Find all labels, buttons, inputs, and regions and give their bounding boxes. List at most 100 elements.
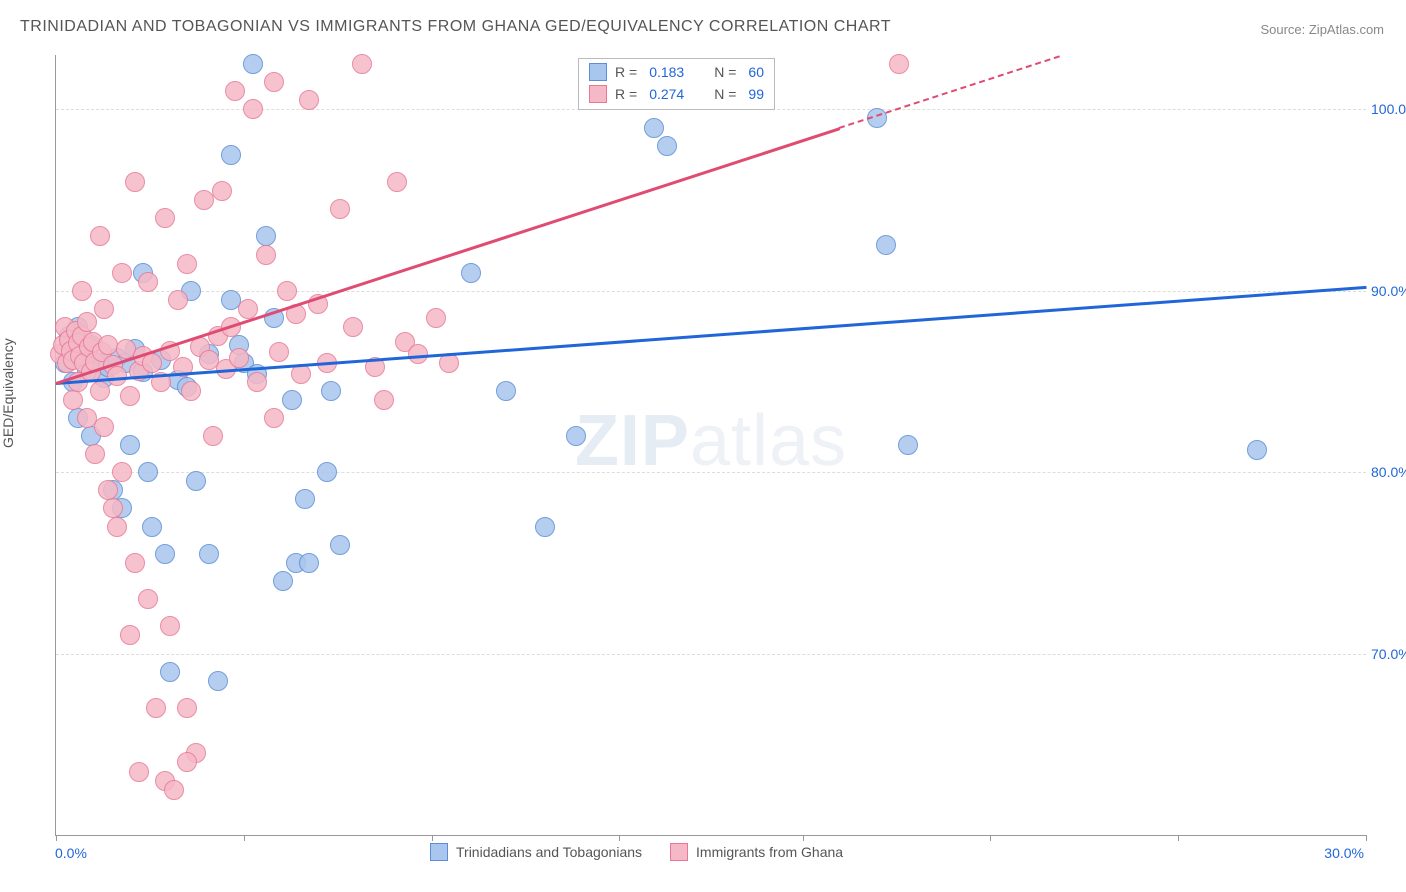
data-point xyxy=(208,671,228,691)
x-tick-mark xyxy=(1366,835,1367,841)
data-point xyxy=(138,589,158,609)
data-point xyxy=(321,381,341,401)
x-tick-mark xyxy=(56,835,57,841)
gridline xyxy=(56,472,1366,473)
data-point xyxy=(98,480,118,500)
x-tick-mark xyxy=(990,835,991,841)
data-point xyxy=(295,489,315,509)
data-point xyxy=(77,312,97,332)
data-point xyxy=(256,226,276,246)
legend-series-label: Immigrants from Ghana xyxy=(696,844,843,860)
data-point xyxy=(229,348,249,368)
n-value: 99 xyxy=(748,83,764,105)
data-point xyxy=(889,54,909,74)
data-point xyxy=(160,616,180,636)
data-point xyxy=(343,317,363,337)
data-point xyxy=(94,417,114,437)
data-point xyxy=(282,390,302,410)
x-tick-mark xyxy=(619,835,620,841)
data-point xyxy=(387,172,407,192)
data-point xyxy=(164,780,184,800)
data-point xyxy=(644,118,664,138)
legend-row: R =0.274N =99 xyxy=(589,83,764,105)
data-point xyxy=(269,342,289,362)
data-point xyxy=(277,281,297,301)
trend-line xyxy=(839,55,1061,129)
data-point xyxy=(876,235,896,255)
legend-row: R =0.183N =60 xyxy=(589,61,764,83)
legend-swatch xyxy=(589,85,607,103)
data-point xyxy=(177,698,197,718)
data-point xyxy=(107,517,127,537)
data-point xyxy=(129,762,149,782)
data-point xyxy=(264,72,284,92)
data-point xyxy=(94,299,114,319)
x-tick-mark xyxy=(803,835,804,841)
r-label: R = xyxy=(615,83,637,105)
x-tick-mark xyxy=(1178,835,1179,841)
data-point xyxy=(199,544,219,564)
data-point xyxy=(177,254,197,274)
legend-series-item: Trinidadians and Tobagonians xyxy=(430,843,642,861)
data-point xyxy=(247,372,267,392)
plot-area: ZIPatlas 70.0%80.0%90.0%100.0% xyxy=(55,55,1366,836)
data-point xyxy=(1247,440,1267,460)
legend-swatch xyxy=(670,843,688,861)
correlation-chart: TRINIDADIAN AND TOBAGONIAN VS IMMIGRANTS… xyxy=(0,0,1406,892)
data-point xyxy=(85,444,105,464)
data-point xyxy=(898,435,918,455)
data-point xyxy=(138,462,158,482)
watermark: ZIPatlas xyxy=(575,400,847,482)
source-label: Source: ZipAtlas.com xyxy=(1260,22,1384,37)
data-point xyxy=(535,517,555,537)
y-tick-label: 70.0% xyxy=(1371,646,1406,662)
data-point xyxy=(138,272,158,292)
data-point xyxy=(461,263,481,283)
chart-title: TRINIDADIAN AND TOBAGONIAN VS IMMIGRANTS… xyxy=(20,18,891,36)
legend-correlation: R =0.183N =60R =0.274N =99 xyxy=(578,58,775,110)
data-point xyxy=(125,553,145,573)
y-tick-label: 100.0% xyxy=(1371,101,1406,117)
data-point xyxy=(374,390,394,410)
legend-series-label: Trinidadians and Tobagonians xyxy=(456,844,642,860)
legend-swatch xyxy=(430,843,448,861)
data-point xyxy=(264,408,284,428)
r-label: R = xyxy=(615,61,637,83)
n-label: N = xyxy=(714,61,736,83)
data-point xyxy=(112,462,132,482)
data-point xyxy=(299,553,319,573)
x-axis-min-label: 0.0% xyxy=(55,845,87,861)
data-point xyxy=(146,698,166,718)
data-point xyxy=(352,54,372,74)
legend-series: Trinidadians and Tobagonians Immigrants f… xyxy=(430,843,843,861)
data-point xyxy=(90,381,110,401)
data-point xyxy=(203,426,223,446)
data-point xyxy=(317,462,337,482)
data-point xyxy=(181,381,201,401)
data-point xyxy=(243,99,263,119)
data-point xyxy=(566,426,586,446)
data-point xyxy=(90,226,110,246)
data-point xyxy=(225,81,245,101)
trend-line xyxy=(56,127,840,384)
data-point xyxy=(160,662,180,682)
y-tick-label: 90.0% xyxy=(1371,283,1406,299)
data-point xyxy=(212,181,232,201)
data-point xyxy=(125,172,145,192)
data-point xyxy=(72,281,92,301)
data-point xyxy=(120,386,140,406)
data-point xyxy=(221,145,241,165)
data-point xyxy=(256,245,276,265)
x-tick-mark xyxy=(432,835,433,841)
data-point xyxy=(155,544,175,564)
data-point xyxy=(155,208,175,228)
data-point xyxy=(120,625,140,645)
data-point xyxy=(177,752,197,772)
data-point xyxy=(142,517,162,537)
data-point xyxy=(112,263,132,283)
data-point xyxy=(243,54,263,74)
legend-series-item: Immigrants from Ghana xyxy=(670,843,843,861)
data-point xyxy=(273,571,293,591)
n-label: N = xyxy=(714,83,736,105)
data-point xyxy=(168,290,188,310)
